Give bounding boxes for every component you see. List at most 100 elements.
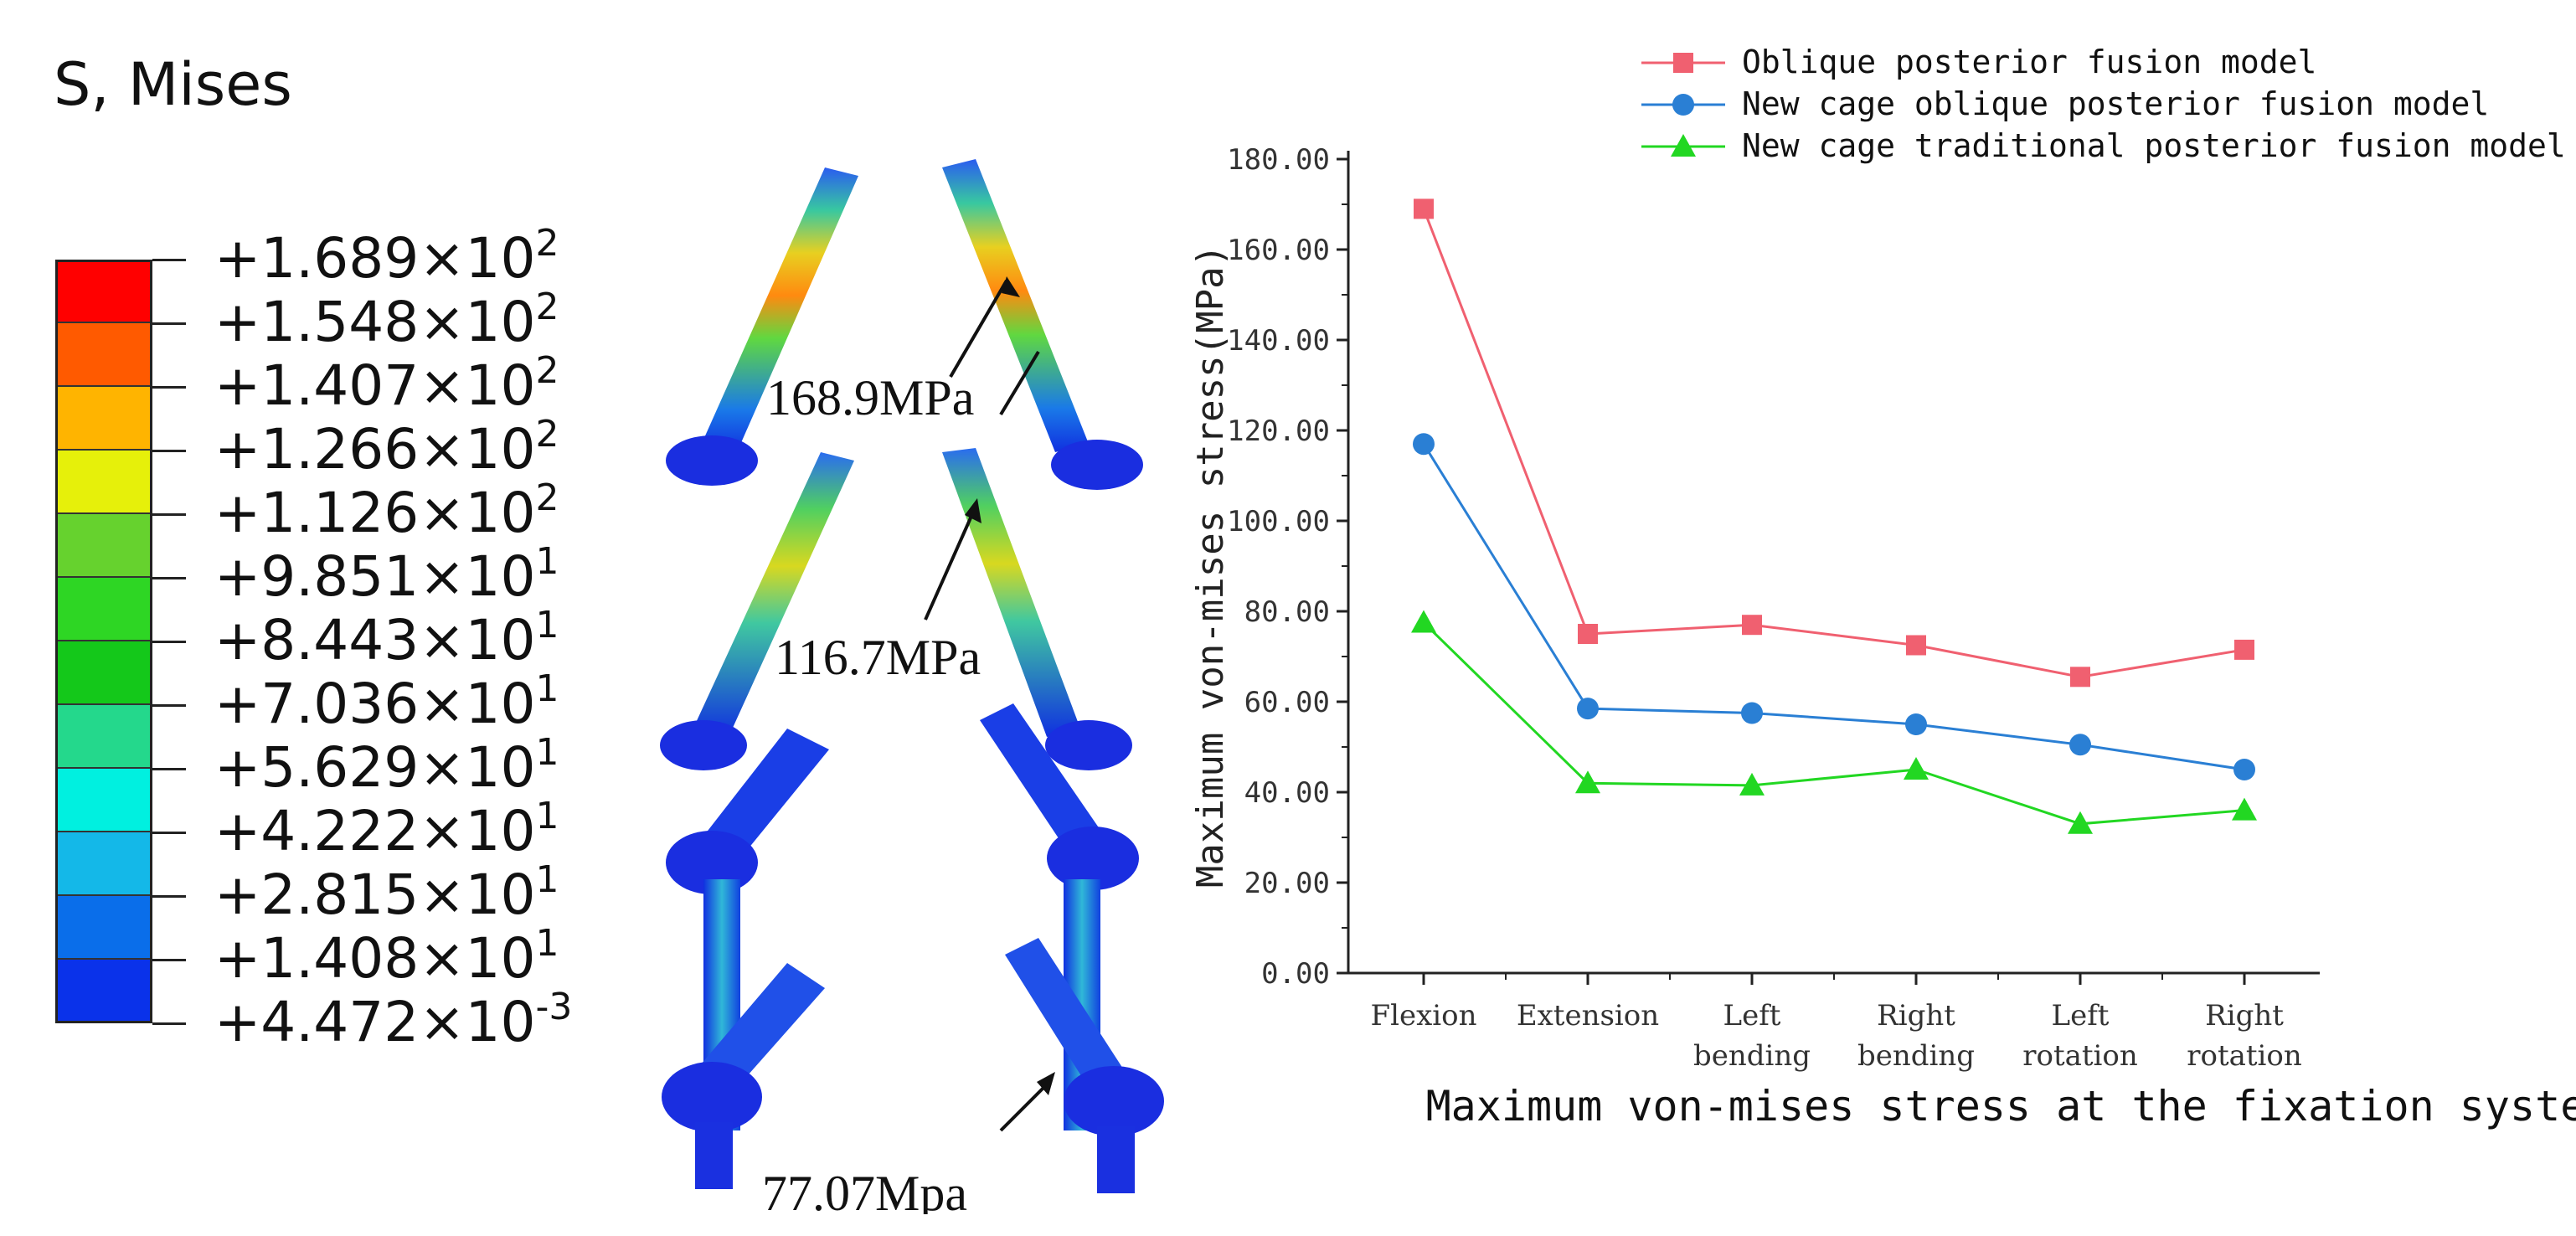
colorbar-tick — [152, 704, 186, 707]
rod-pair-bottom — [662, 703, 1164, 1193]
data-point-triangle — [1575, 770, 1600, 794]
y-tick-label: 80.00 — [1244, 595, 1330, 629]
series-line — [1422, 621, 2245, 826]
colorbar-label: +1.408×101 — [214, 925, 559, 986]
data-point-triangle — [1411, 610, 1436, 633]
y-tick-label: 100.00 — [1227, 505, 1330, 538]
colorbar-label-exponent: 1 — [535, 795, 559, 837]
annotation-116-7: 116.7MPa — [775, 630, 981, 685]
data-point-circle — [1905, 713, 1927, 735]
data-point-circle — [1577, 698, 1599, 720]
chart-series — [1411, 198, 2257, 834]
data-point-circle — [2069, 734, 2091, 756]
annotation-168-9: 168.9MPa — [766, 370, 974, 425]
colorbar-label: +1.689×102 — [214, 225, 559, 286]
colorbar-label-exponent: 2 — [535, 476, 559, 519]
data-point-circle — [1741, 702, 1763, 724]
colorbar-label-mantissa: +4.222×10 — [214, 799, 536, 863]
colorbar-swatch — [55, 832, 152, 896]
colorbar-tick — [152, 768, 186, 770]
rod-pair-top — [666, 159, 1143, 490]
colorbar-label: +1.266×102 — [214, 416, 559, 477]
y-tick-label: 120.00 — [1227, 415, 1330, 448]
colorbar-swatch — [55, 896, 152, 960]
x-tick-label: rotation — [2187, 1039, 2302, 1073]
y-tick-label: 20.00 — [1244, 867, 1330, 900]
x-tick-label: Left — [2052, 999, 2110, 1033]
y-tick-label: 40.00 — [1244, 776, 1330, 810]
series-line — [1422, 208, 2245, 678]
colorbar-label-exponent: -3 — [535, 986, 573, 1028]
colorbar-label-mantissa: +1.126×10 — [214, 481, 536, 545]
colorbar-swatch — [55, 451, 152, 514]
data-point-circle — [2233, 759, 2255, 780]
x-tick-label: Left — [1723, 999, 1781, 1033]
colorbar-label-exponent: 1 — [535, 667, 559, 710]
colorbar-label-mantissa: +9.851×10 — [214, 544, 536, 609]
legend-entry: New cage oblique posterior fusion model — [1742, 85, 2489, 122]
x-tick-label: Right — [2205, 999, 2284, 1033]
colorbar-tick — [152, 895, 186, 898]
colorbar-swatch — [55, 260, 152, 323]
colorbar-swatch — [55, 769, 152, 832]
colorbar-swatch — [55, 323, 152, 387]
data-point-square — [1414, 198, 1434, 219]
colorbar-tick — [152, 641, 186, 643]
colorbar-label-exponent: 2 — [535, 286, 559, 328]
x-tick-label: Flexion — [1370, 999, 1476, 1033]
colorbar-tick — [152, 322, 186, 325]
colorbar-label: +1.548×102 — [214, 289, 559, 350]
colorbar-label: +1.126×102 — [214, 480, 559, 541]
colorbar-label-exponent: 1 — [535, 540, 559, 583]
series-circle — [1413, 433, 2255, 780]
data-point-square — [1906, 635, 1926, 656]
colorbar-label-mantissa: +1.408×10 — [214, 926, 536, 991]
colorbar-label-exponent: 1 — [535, 604, 559, 646]
colorbar-label-exponent: 2 — [535, 413, 559, 456]
colorbar-tick — [152, 450, 186, 452]
colorbar-label-mantissa: +1.548×10 — [214, 290, 536, 354]
x-tick-label: Extension — [1517, 999, 1659, 1033]
y-axis-label: Maximum von-mises stress(MPa) — [1189, 245, 1232, 888]
data-point-circle — [1413, 433, 1435, 456]
colorbar-tick — [152, 832, 186, 834]
chart-axes: 0.00 20.00 40.00 60.00 80.00 100.00 120.00 140.… — [1227, 143, 2320, 1073]
colorbar-label: +1.407×102 — [214, 353, 559, 414]
data-point-triangle — [1739, 772, 1765, 796]
colorbar-label-exponent: 1 — [535, 858, 559, 901]
chart-legend: Oblique posterior fusion model New cage o… — [1641, 44, 2566, 164]
colorbar-label-mantissa: +1.407×10 — [214, 353, 536, 418]
colorbar-label: +9.851×101 — [214, 543, 559, 605]
colorbar-label-exponent: 1 — [535, 922, 559, 965]
series-line — [1422, 443, 2245, 771]
colorbar-swatch — [55, 960, 152, 1023]
colorbar-label: +2.815×101 — [214, 862, 559, 923]
stress-line-chart: Oblique posterior fusion model New cage o… — [1189, 44, 2576, 1130]
fea-stress-image: 168.9MPa 116.7MPa 77.07Mpa — [660, 159, 1164, 1214]
data-point-triangle — [1904, 757, 1929, 780]
y-tick-label: 0.00 — [1261, 957, 1330, 991]
colorbar-label-exponent: 1 — [535, 731, 559, 774]
data-point-square — [1578, 624, 1598, 644]
colorbar-label-mantissa: +5.629×10 — [214, 735, 536, 800]
colorbar-label: +4.222×101 — [214, 798, 559, 859]
colorbar — [55, 260, 152, 1023]
data-point-square — [1673, 53, 1693, 73]
y-tick-label: 140.00 — [1227, 324, 1330, 358]
colorbar-label-mantissa: +7.036×10 — [214, 672, 536, 736]
rod-pair-middle — [660, 448, 1132, 770]
y-tick-label: 60.00 — [1244, 686, 1330, 719]
colorbar-label-mantissa: +2.815×10 — [214, 863, 536, 927]
data-point-triangle — [1671, 134, 1696, 157]
colorbar-swatch — [55, 641, 152, 705]
colorbar-label: +7.036×101 — [214, 671, 559, 732]
legend-title: S, Mises — [54, 50, 292, 119]
colorbar-tick — [152, 1022, 186, 1025]
colorbar-label-mantissa: +8.443×10 — [214, 608, 536, 672]
data-point-square — [2234, 639, 2254, 660]
y-tick-label: 160.00 — [1227, 234, 1330, 267]
data-point-square — [2070, 667, 2090, 688]
colorbar-swatch — [55, 705, 152, 769]
colorbar-label: +8.443×101 — [214, 607, 559, 668]
annotation-77-07: 77.07Mpa — [762, 1166, 967, 1214]
